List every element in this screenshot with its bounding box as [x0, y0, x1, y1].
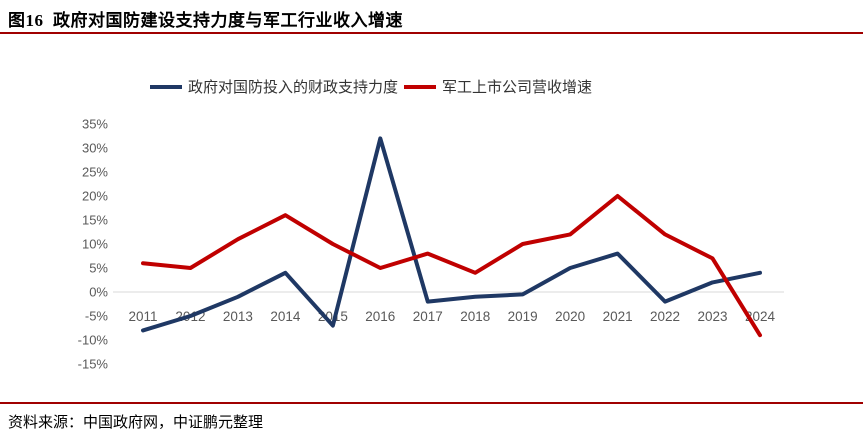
footer-top-rule [0, 402, 863, 404]
title-underline-rule [0, 32, 863, 34]
x-tick-label: 2011 [128, 309, 157, 324]
y-tick-label: -15% [78, 357, 109, 372]
legend-item-fiscal-support: 政府对国防投入的财政支持力度 [150, 76, 398, 97]
legend-item-revenue-growth: 军工上市公司营收增速 [404, 76, 592, 97]
y-tick-label: 5% [89, 261, 108, 276]
x-tick-label: 2019 [508, 309, 538, 324]
x-tick-label: 2020 [555, 309, 585, 324]
y-tick-label: 25% [82, 165, 108, 180]
legend-label-revenue-growth: 军工上市公司营收增速 [442, 79, 593, 96]
x-tick-label: 2017 [413, 309, 443, 324]
series-line-1 [141, 194, 762, 338]
legend-line-swatch-navy [150, 84, 182, 89]
y-tick-label: 35% [82, 117, 108, 132]
y-tick-label: -10% [78, 333, 109, 348]
x-tick-label: 2013 [223, 309, 253, 324]
x-tick-label: 2018 [460, 309, 490, 324]
y-tick-label: 20% [82, 189, 108, 204]
x-tick-label: 2023 [697, 309, 727, 324]
x-tick-label: 2014 [270, 309, 301, 324]
y-tick-label: 15% [82, 213, 108, 228]
y-tick-label: -5% [85, 309, 109, 324]
chart-legend: 政府对国防投入的财政支持力度 军工上市公司营收增速 [150, 76, 592, 97]
x-tick-label: 2022 [650, 309, 680, 324]
legend-label-fiscal-support: 政府对国防投入的财政支持力度 [188, 79, 399, 96]
source-note: 资料来源：中国政府网，中证鹏元整理 [8, 414, 264, 431]
y-tick-label: 0% [89, 285, 108, 300]
series-line-0 [141, 136, 762, 333]
page-title: 图16 政府对国防建设支持力度与军工行业收入增速 [8, 11, 403, 30]
legend-line-swatch-red [404, 84, 437, 89]
x-tick-label: 2016 [365, 309, 395, 324]
y-tick-label: 10% [82, 237, 108, 252]
x-tick-label: 2021 [603, 309, 633, 324]
x-tick-label: 2015 [318, 309, 348, 324]
y-tick-label: 30% [82, 141, 108, 156]
